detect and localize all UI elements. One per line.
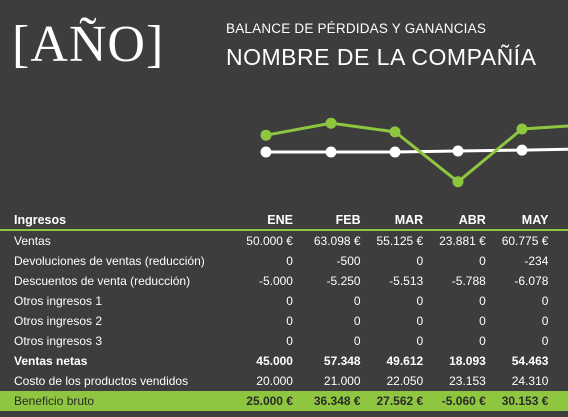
cell-value: 23.881 €: [439, 234, 486, 248]
cell-value: 0: [353, 294, 361, 308]
cell-value: 0: [416, 334, 424, 348]
sparkline-green-point: [389, 126, 401, 138]
report-subtitle: BALANCE DE PÉRDIDAS Y GANANCIAS: [226, 21, 487, 36]
row-label: Descuentos de venta (reducción): [14, 274, 191, 288]
cell-value: 0: [541, 294, 549, 308]
cell-value: 30.153 €: [485, 391, 549, 411]
cell-value: 24.310: [511, 374, 549, 388]
month-header: MAY: [485, 203, 549, 231]
cell-value: 25.000 €: [213, 391, 298, 411]
sparkline-green-point: [452, 176, 464, 188]
table-row: Beneficio bruto 25.000 €36.348 €27.562 € -…: [0, 391, 568, 411]
table-row: Descuentos de venta (reducción) -5.000 -5.…: [0, 271, 568, 291]
cell-value: -5.250: [326, 274, 361, 288]
sparkline-white-point: [389, 146, 401, 158]
sparkline-white-point: [516, 144, 528, 156]
table-pad: [548, 331, 568, 351]
cell-value: -5.000: [258, 274, 293, 288]
cell-value: -6.078: [514, 274, 549, 288]
cell-value: 0: [416, 294, 424, 308]
sparkline-white-point: [260, 146, 272, 158]
row-label: Beneficio bruto: [0, 391, 214, 411]
sparkline-green-point: [260, 129, 272, 141]
sparkline-white-point: [452, 145, 464, 157]
cell-value: -234: [524, 254, 549, 268]
cell-value: 22.050: [386, 374, 424, 388]
cell-value: 0: [286, 334, 293, 348]
cell-value: 45.000: [256, 354, 293, 368]
month-header: ENE: [213, 203, 298, 231]
table-pad: [548, 230, 568, 251]
section-label: Ingresos: [0, 203, 214, 231]
sparkline-chart: [260, 117, 568, 188]
row-label: Otros ingresos 3: [14, 334, 103, 348]
table-row: Otros ingresos 3 0 0 0 0 0: [0, 331, 568, 351]
cell-value: 0: [479, 294, 486, 308]
table-row: Otros ingresos 2 0 0 0 0 0: [0, 311, 568, 331]
cell-value: 0: [479, 334, 486, 348]
cell-value: 27.562 €: [360, 391, 424, 411]
table-row: Costo de los productos vendidos 20.000 21.…: [0, 371, 568, 391]
cell-value: 18.093: [449, 354, 486, 368]
month-header: ABR: [423, 203, 486, 231]
month-header: FEB: [297, 203, 361, 231]
income-table: Ingresos ENE FEB MAR ABR MAY Ventas 50.00…: [0, 203, 568, 411]
cell-value: 0: [479, 254, 486, 268]
cell-value: 0: [286, 294, 293, 308]
sparkline-white-line: [266, 147, 568, 154]
cell-value: 60.775 €: [501, 234, 549, 248]
cell-value: -5.513: [389, 274, 424, 288]
row-label: Otros ingresos 2: [14, 314, 103, 328]
cell-value: 49.612: [386, 354, 424, 368]
row-label: Costo de los productos vendidos: [14, 374, 189, 388]
cell-value: 0: [416, 254, 424, 268]
table-header-row: Ingresos ENE FEB MAR ABR MAY: [0, 203, 568, 231]
cell-value: 55.125 €: [376, 234, 424, 248]
row-label: Devoluciones de ventas (reducción): [14, 254, 205, 268]
sparkline-white-point: [325, 146, 337, 158]
cell-value: 57.348: [323, 354, 361, 368]
table-row: Otros ingresos 1 0 0 0 0 0: [0, 291, 568, 311]
year-title: [AÑO]: [12, 16, 165, 73]
cell-value: 63.098 €: [313, 234, 361, 248]
cell-value: 0: [416, 314, 424, 328]
month-header: MAR: [360, 203, 424, 231]
cell-value: 23.153: [449, 374, 486, 388]
cell-value: 0: [286, 314, 293, 328]
cell-value: 54.463: [511, 354, 549, 368]
cell-value: 0: [541, 334, 549, 348]
table-row: Ventas netas 45.000 57.348 49.612 18.093 54.4…: [0, 351, 568, 371]
table-pad: [548, 271, 568, 291]
row-label: Ventas: [14, 234, 51, 248]
cell-value: -5.788: [451, 274, 486, 288]
row-label: Otros ingresos 1: [14, 294, 103, 308]
table-pad: [548, 311, 568, 331]
cell-value: -5.060 €: [423, 391, 486, 411]
cell-value: 0: [286, 254, 293, 268]
table-pad: [548, 351, 568, 371]
cell-value: 36.348 €: [297, 391, 361, 411]
table-pad: [548, 251, 568, 271]
table-pad: [548, 291, 568, 311]
table-row: Devoluciones de ventas (reducción) 0 -500 0…: [0, 251, 568, 271]
cell-value: -500: [336, 254, 361, 268]
sparkline-green-line: [265, 121, 568, 184]
table-row: Ventas 50.000 € 63.098 € 55.125 € 23.881 € 60…: [0, 230, 568, 251]
table-pad: [548, 203, 568, 231]
cell-value: 21.000: [323, 374, 361, 388]
cell-value: 0: [479, 314, 486, 328]
table-pad: [548, 391, 568, 411]
row-label: Ventas netas: [14, 354, 88, 368]
cell-value: 20.000: [256, 374, 293, 388]
cell-value: 50.000 €: [246, 234, 293, 248]
table-pad: [548, 371, 568, 391]
sparkline-green-point: [325, 117, 337, 129]
sparkline-green-point: [516, 123, 528, 135]
cell-value: 0: [353, 314, 361, 328]
cell-value: 0: [353, 334, 361, 348]
cell-value: 0: [541, 314, 549, 328]
company-name: NOMBRE DE LA COMPAÑÍA: [226, 44, 537, 70]
